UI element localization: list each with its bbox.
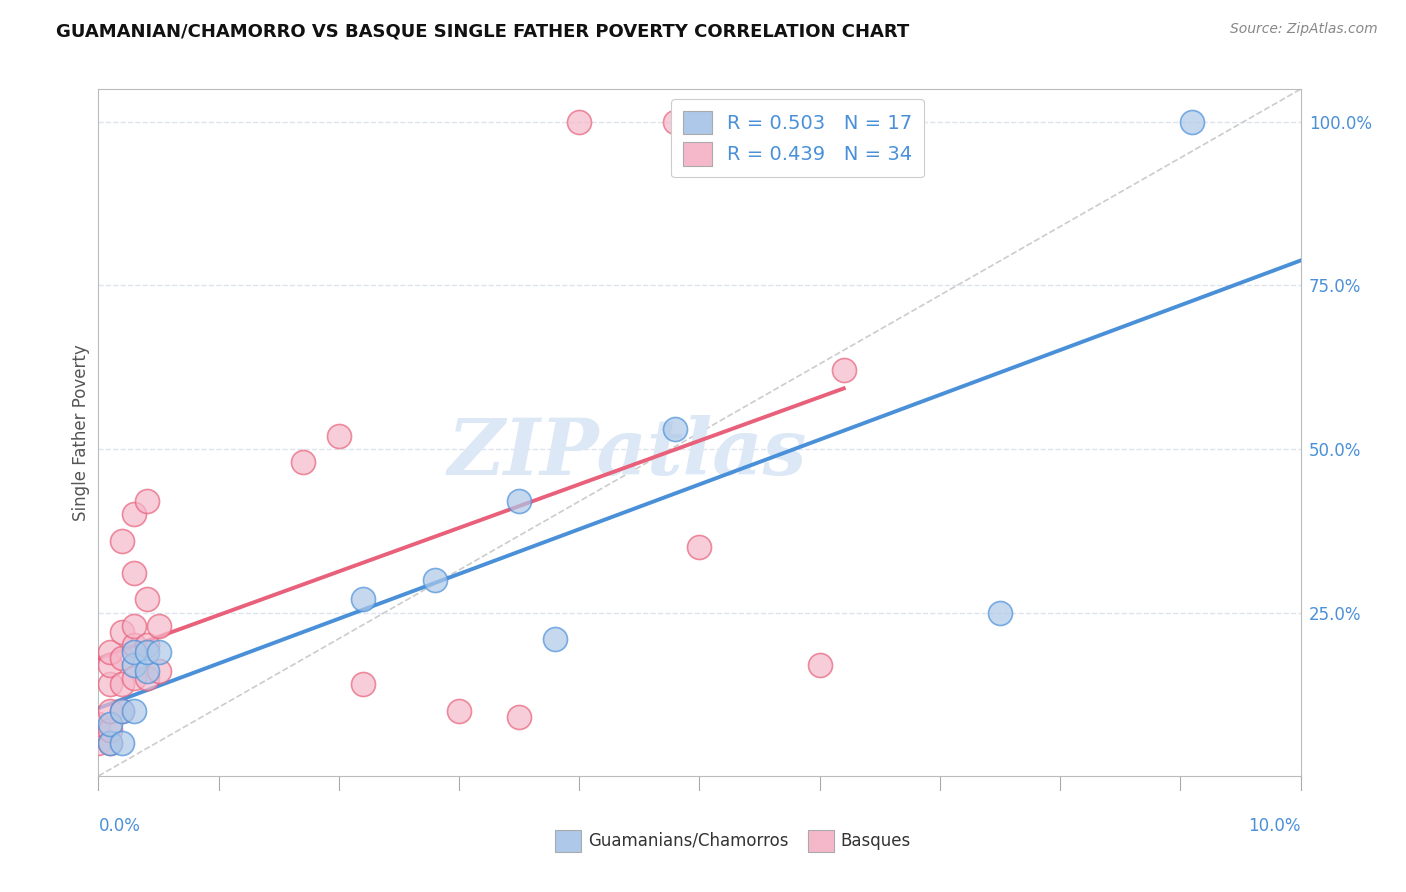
Point [832,363,855,377]
Point [135,638,157,652]
Point [352,592,374,607]
Point [124,671,146,685]
Point [100,736,122,750]
Point [664,115,686,129]
Point [148,618,170,632]
Point [544,632,567,646]
Point [291,455,314,469]
Point [124,618,146,632]
Point [100,677,122,691]
Point [124,645,146,659]
Point [124,704,146,718]
Text: Source: ZipAtlas.com: Source: ZipAtlas.com [1230,22,1378,37]
Point [124,657,146,672]
Point [447,704,470,718]
Point [87,736,110,750]
Point [664,422,686,436]
Point [100,704,122,718]
Point [689,540,711,554]
Point [423,573,446,587]
Point [100,645,122,659]
Point [124,508,146,522]
Point [111,533,134,548]
Point [328,429,350,443]
Point [352,677,374,691]
Point [100,723,122,738]
Point [135,592,157,607]
Text: ZIPatlas: ZIPatlas [447,415,807,491]
Point [124,638,146,652]
Point [124,566,146,581]
Text: Basques: Basques [841,831,911,850]
Point [100,716,122,731]
Point [111,651,134,665]
Point [111,704,134,718]
Point [988,606,1011,620]
Text: 0.0%: 0.0% [98,817,141,835]
Point [100,736,122,750]
Point [135,671,157,685]
Point [808,657,831,672]
Text: Guamanians/Chamorros: Guamanians/Chamorros [588,831,789,850]
Text: 10.0%: 10.0% [1249,817,1301,835]
Point [568,115,591,129]
Point [508,494,530,508]
Text: GUAMANIAN/CHAMORRO VS BASQUE SINGLE FATHER POVERTY CORRELATION CHART: GUAMANIAN/CHAMORRO VS BASQUE SINGLE FATH… [56,22,910,40]
Point [1181,115,1204,129]
Point [111,677,134,691]
Point [135,645,157,659]
Point [111,736,134,750]
Point [111,704,134,718]
Point [148,645,170,659]
Point [508,710,530,724]
Point [135,494,157,508]
Point [111,625,134,640]
Point [87,716,110,731]
Point [148,665,170,679]
Point [135,665,157,679]
Y-axis label: Single Father Poverty: Single Father Poverty [72,344,90,521]
Legend: R = 0.503   N = 17, R = 0.439   N = 34: R = 0.503 N = 17, R = 0.439 N = 34 [671,99,924,178]
Point [100,657,122,672]
